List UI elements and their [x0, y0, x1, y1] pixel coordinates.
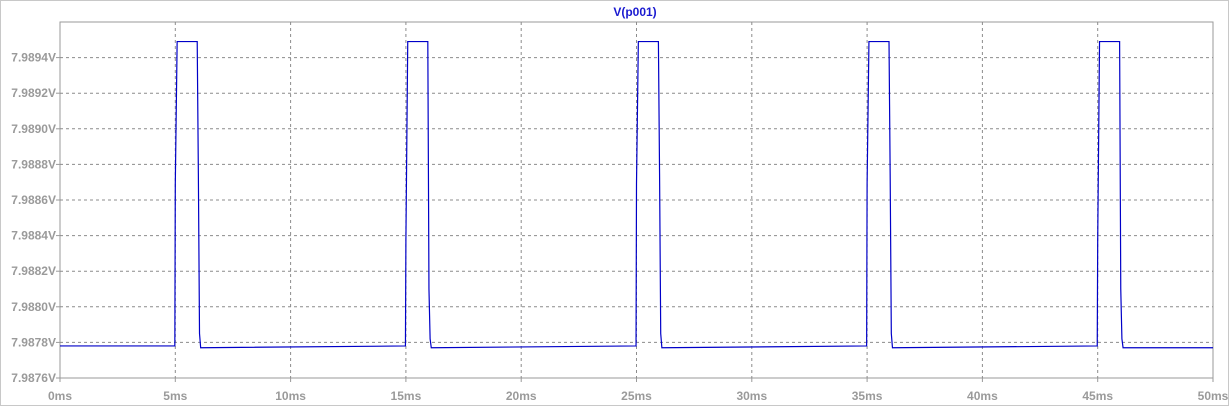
x-axis-ticks: 0ms 5ms 10ms 15ms 20ms 25ms 30ms 35ms 40ms 45ms 50… [48, 378, 1229, 403]
y-axis-ticks: 7.9876V 7.9878V 7.9880V 7.9882V 7.9884V 7.988… [11, 51, 60, 385]
x-tick-label: 40ms [967, 389, 998, 403]
y-tick-label: 7.9886V [11, 193, 56, 207]
x-tick-label: 10ms [275, 389, 306, 403]
series-line [60, 40, 1213, 349]
x-tick-label: 25ms [621, 389, 652, 403]
x-tick-label: 45ms [1082, 389, 1113, 403]
y-tick-label: 7.9890V [11, 122, 56, 136]
y-tick-label: 7.9878V [11, 335, 56, 349]
x-tick-label: 15ms [391, 389, 422, 403]
y-tick-label: 7.9884V [11, 229, 56, 243]
x-tick-label: 20ms [506, 389, 537, 403]
y-tick-label: 7.9892V [11, 86, 56, 100]
x-tick-label: 5ms [163, 389, 187, 403]
x-tick-label: 35ms [852, 389, 883, 403]
x-tick-label: 50ms [1198, 389, 1229, 403]
y-tick-label: 7.9876V [11, 371, 56, 385]
x-tick-label: 30ms [736, 389, 767, 403]
y-tick-label: 7.9880V [11, 300, 56, 314]
y-tick-label: 7.9894V [11, 51, 56, 65]
chart-title: V(p001) [613, 5, 656, 19]
series-layer [60, 40, 1213, 349]
y-tick-label: 7.9882V [11, 264, 56, 278]
y-tick-label: 7.9888V [11, 157, 56, 171]
x-tick-label: 0ms [48, 389, 72, 403]
